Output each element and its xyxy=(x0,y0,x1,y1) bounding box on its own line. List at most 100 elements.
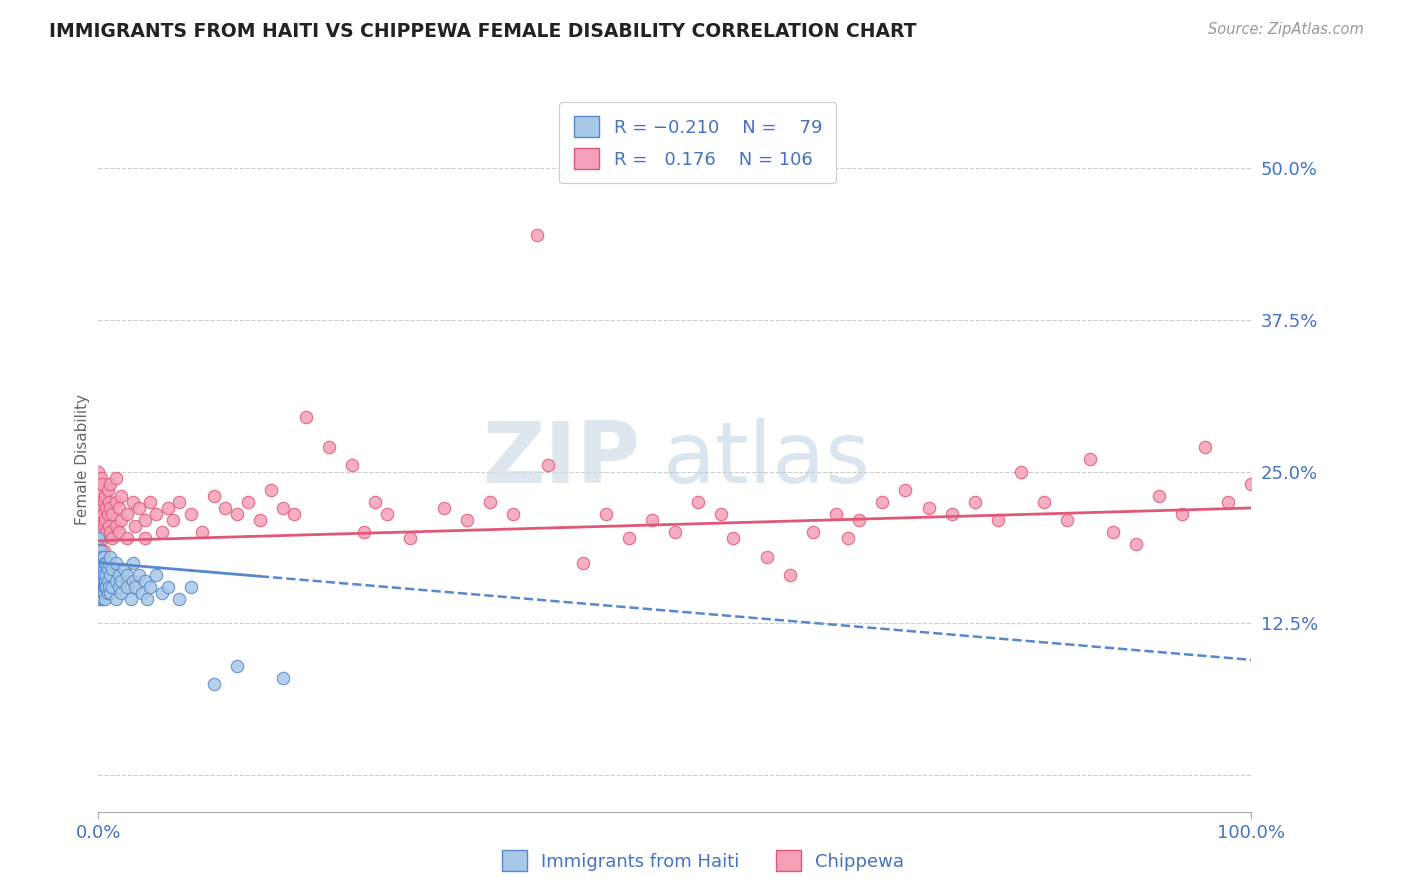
Point xyxy=(162,513,184,527)
Point xyxy=(96,567,118,582)
Point xyxy=(180,580,202,594)
Point xyxy=(122,495,145,509)
Point xyxy=(571,556,593,570)
Point xyxy=(97,556,120,570)
Point xyxy=(124,580,146,594)
Point xyxy=(91,580,114,594)
Point xyxy=(87,525,110,540)
Point xyxy=(1102,525,1125,540)
Point xyxy=(167,592,190,607)
Point xyxy=(117,567,139,582)
Point xyxy=(87,562,110,576)
Point xyxy=(271,671,294,685)
Point xyxy=(202,489,225,503)
Point xyxy=(97,562,120,576)
Point xyxy=(1032,495,1054,509)
Point xyxy=(87,592,110,607)
Point xyxy=(90,525,112,540)
Point xyxy=(91,567,114,582)
Point xyxy=(97,574,120,588)
Point xyxy=(101,562,124,576)
Point xyxy=(202,677,225,691)
Point xyxy=(97,495,120,509)
Point xyxy=(145,567,167,582)
Point xyxy=(101,507,124,521)
Point xyxy=(156,500,179,515)
Point xyxy=(97,580,120,594)
Point xyxy=(1010,465,1032,479)
Point xyxy=(104,556,127,570)
Point xyxy=(710,507,733,521)
Point xyxy=(87,543,110,558)
Point xyxy=(225,507,247,521)
Point xyxy=(167,495,190,509)
Point xyxy=(526,227,548,242)
Point xyxy=(93,580,115,594)
Point xyxy=(96,525,118,540)
Point xyxy=(260,483,283,497)
Point xyxy=(837,532,859,546)
Point xyxy=(108,567,131,582)
Point xyxy=(375,507,398,521)
Point xyxy=(595,507,617,521)
Point xyxy=(90,567,112,582)
Point xyxy=(90,592,112,607)
Point xyxy=(271,500,294,515)
Point xyxy=(353,525,375,540)
Point xyxy=(848,513,870,527)
Point xyxy=(94,580,117,594)
Point xyxy=(150,586,173,600)
Point xyxy=(756,549,779,564)
Point xyxy=(98,525,121,540)
Point xyxy=(134,532,156,546)
Point xyxy=(214,500,236,515)
Point xyxy=(93,543,115,558)
Point xyxy=(101,580,124,594)
Text: IMMIGRANTS FROM HAITI VS CHIPPEWA FEMALE DISABILITY CORRELATION CHART: IMMIGRANTS FROM HAITI VS CHIPPEWA FEMALE… xyxy=(49,22,917,41)
Point xyxy=(90,586,112,600)
Point xyxy=(124,519,146,533)
Point xyxy=(825,507,848,521)
Point xyxy=(122,556,145,570)
Point xyxy=(91,507,114,521)
Point xyxy=(93,495,115,509)
Point xyxy=(479,495,502,509)
Point xyxy=(225,659,247,673)
Point xyxy=(89,580,111,594)
Point xyxy=(87,513,110,527)
Point xyxy=(917,500,939,515)
Point xyxy=(894,483,917,497)
Point xyxy=(94,592,117,607)
Point xyxy=(1147,489,1170,503)
Point xyxy=(398,532,420,546)
Point xyxy=(108,525,131,540)
Point xyxy=(93,586,115,600)
Point xyxy=(90,567,112,582)
Point xyxy=(87,489,110,503)
Point xyxy=(90,495,112,509)
Point xyxy=(90,476,112,491)
Point xyxy=(90,470,112,484)
Point xyxy=(1218,495,1240,509)
Point xyxy=(963,495,986,509)
Point xyxy=(128,567,150,582)
Point xyxy=(110,513,132,527)
Point xyxy=(96,556,118,570)
Point xyxy=(94,556,117,570)
Point xyxy=(89,562,111,576)
Point xyxy=(104,592,127,607)
Point xyxy=(238,495,260,509)
Point xyxy=(108,580,131,594)
Point xyxy=(97,483,120,497)
Point xyxy=(283,507,305,521)
Legend: R = −0.210    N =    79, R =   0.176    N = 106: R = −0.210 N = 79, R = 0.176 N = 106 xyxy=(560,102,837,184)
Point xyxy=(94,489,117,503)
Point xyxy=(87,556,110,570)
Point xyxy=(1240,476,1263,491)
Point xyxy=(617,532,640,546)
Point xyxy=(110,586,132,600)
Point xyxy=(191,525,214,540)
Point xyxy=(664,525,686,540)
Point xyxy=(104,519,127,533)
Point xyxy=(295,409,318,424)
